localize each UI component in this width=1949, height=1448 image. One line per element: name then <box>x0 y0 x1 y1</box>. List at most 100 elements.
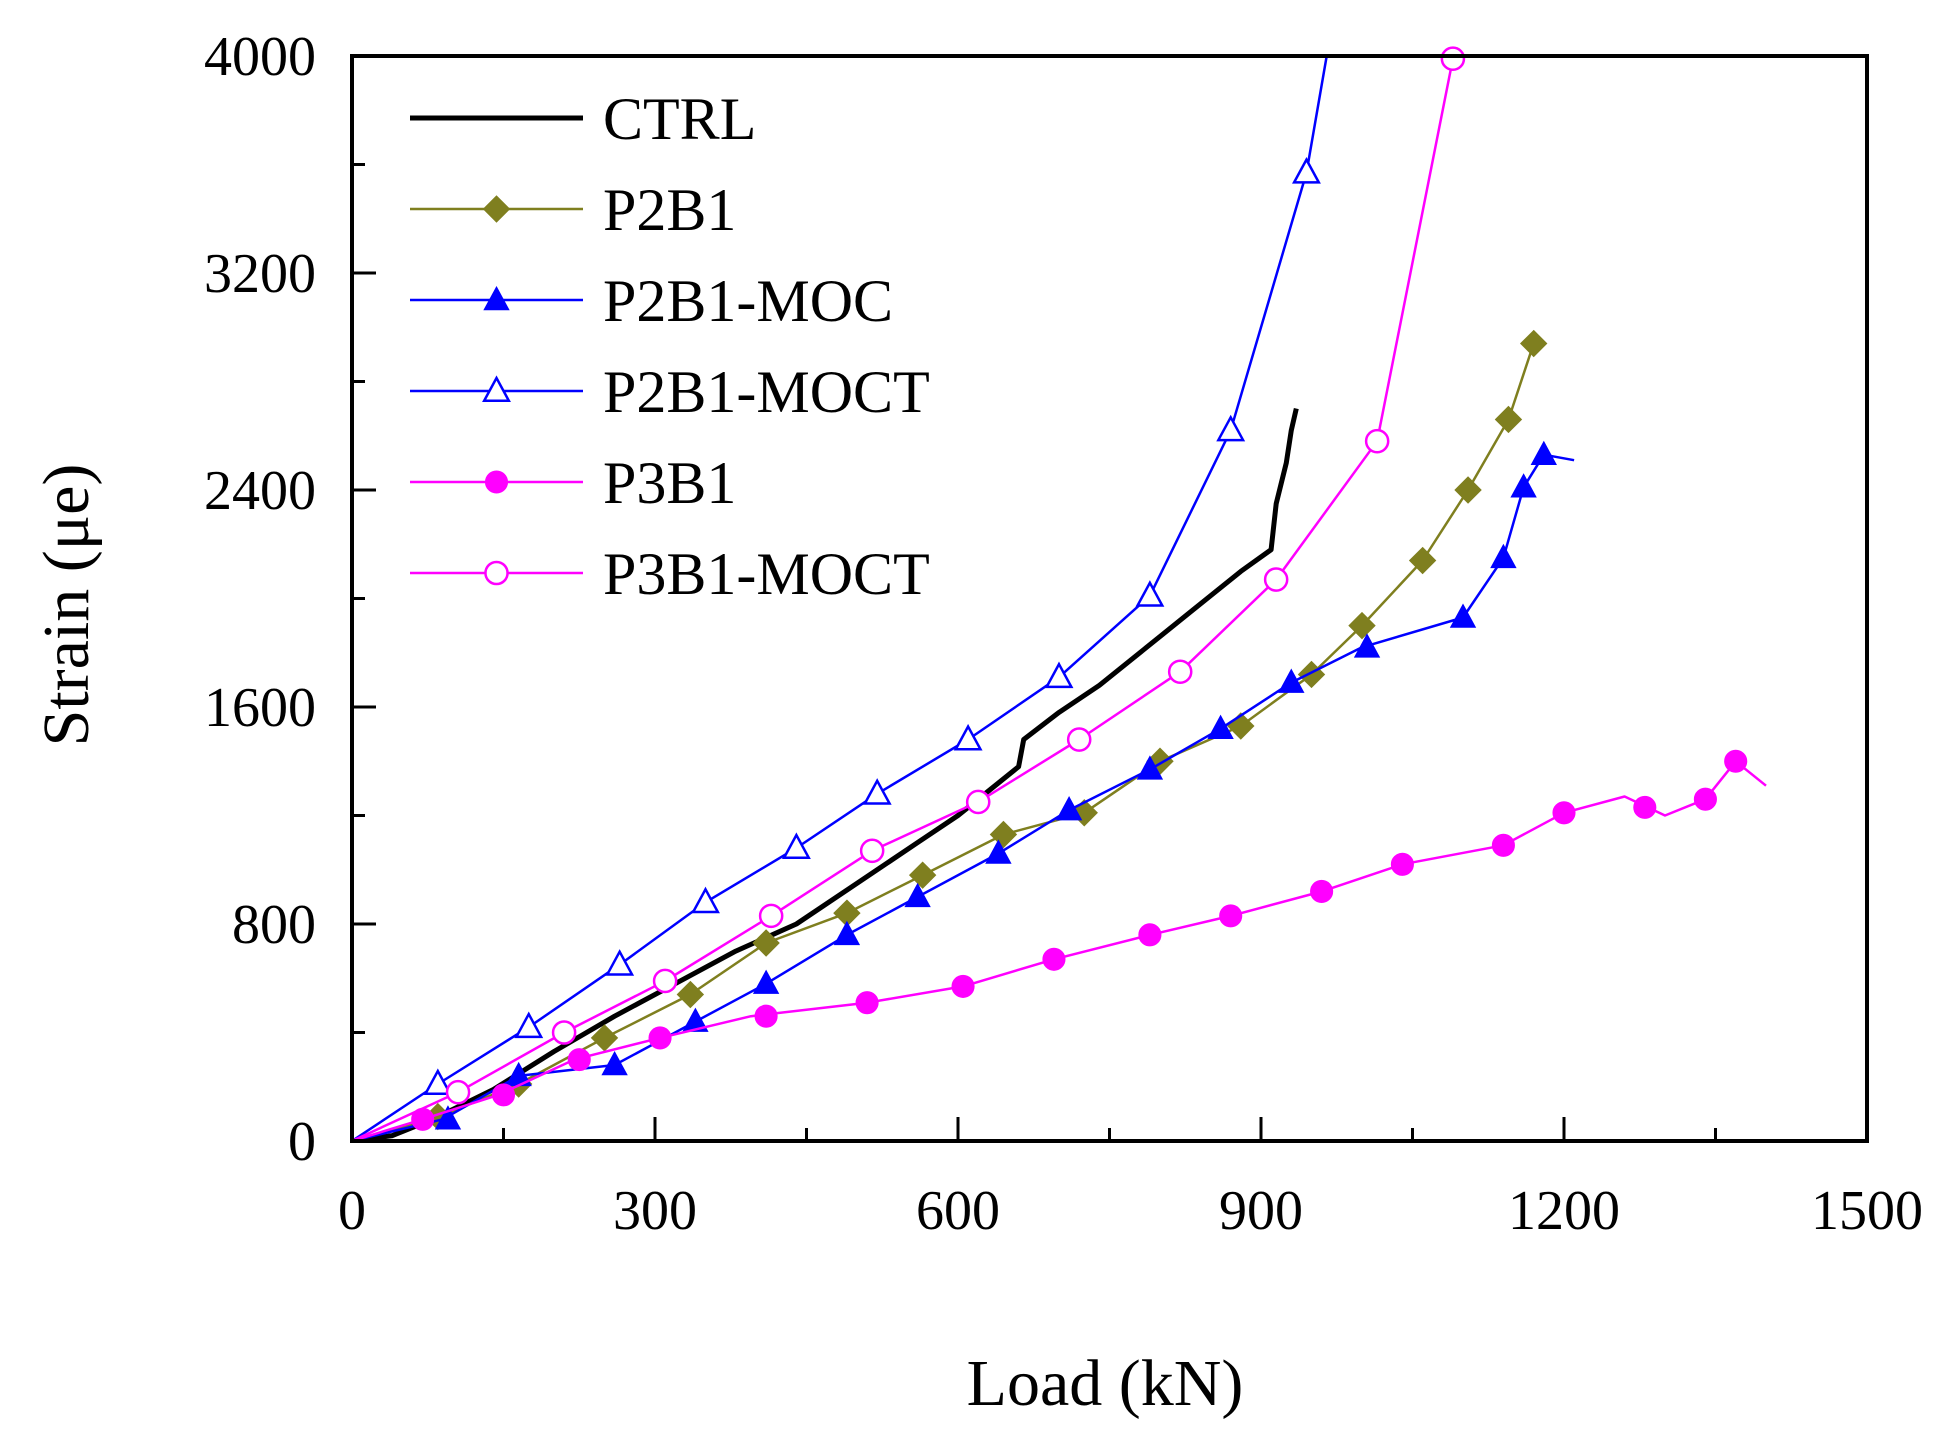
data-point-p2b1-14 <box>1454 476 1482 504</box>
data-point-p3b1-moct-1 <box>551 1020 577 1045</box>
data-point-p2b1-moc-9 <box>1136 755 1164 780</box>
data-point-p2b1-moct-1 <box>514 1011 544 1039</box>
legend-label: P2B1-MOC <box>603 268 893 334</box>
data-point-p3b1-6 <box>951 974 975 998</box>
y-tick-label: 0 <box>288 1111 316 1173</box>
legend-marker <box>483 285 510 311</box>
data-point-p2b1-moct-2 <box>605 949 635 976</box>
legend: CTRL P2B1 P2B1-MOC P2B1-MOCT P3B1 P3B1-MOCT <box>410 86 930 607</box>
data-point-p3b1-moct-8 <box>1263 567 1289 592</box>
data-point-p3b1-moct-9 <box>1364 428 1390 454</box>
legend-label: CTRL <box>603 86 756 152</box>
legend-entry-p2b1: P2B1 <box>410 177 736 243</box>
data-point-p3b1-3 <box>648 1026 672 1050</box>
series-p2b1-moc <box>352 440 1575 1141</box>
data-point-p2b1-moc-11 <box>1278 668 1305 693</box>
data-point-p2b1-moc-15 <box>1510 473 1537 498</box>
data-point-p2b1-moct-4 <box>781 832 811 860</box>
y-tick-label: 800 <box>232 894 316 956</box>
data-point-p2b1-4 <box>752 929 780 957</box>
data-point-p2b1-moc-14 <box>1490 543 1517 569</box>
legend-marker <box>482 195 511 223</box>
data-point-p3b1-16 <box>1724 749 1748 773</box>
data-point-p3b1-11 <box>1390 852 1414 876</box>
x-tick-label: 0 <box>338 1180 366 1242</box>
series-ctrl <box>352 408 1299 1141</box>
legend-marker <box>484 560 509 586</box>
data-point-p3b1-4 <box>754 1004 778 1028</box>
data-point-p2b1-moc-5 <box>833 920 861 946</box>
data-point-p2b1-moct-6 <box>953 723 983 751</box>
data-point-p2b1-15 <box>1494 405 1523 434</box>
data-point-p2b1-moc-10 <box>1207 714 1234 739</box>
legend-marker <box>484 470 509 494</box>
data-point-p2b1-moc-16 <box>1530 440 1557 465</box>
data-point-p3b1-moct-0 <box>445 1079 471 1105</box>
y-tick-label: 4000 <box>204 26 316 88</box>
series-line-p3b1-moct <box>352 58 1455 1141</box>
data-point-p3b1-10 <box>1310 879 1334 904</box>
data-point-p2b1-3 <box>676 980 705 1009</box>
data-point-p2b1-moct-10 <box>1291 157 1321 184</box>
data-point-p2b1-12 <box>1348 611 1376 640</box>
legend-label: P3B1 <box>603 450 736 516</box>
legend-entry-ctrl: CTRL <box>410 86 756 152</box>
data-point-p2b1-6 <box>908 861 937 889</box>
x-tick-label: 1500 <box>1811 1180 1923 1242</box>
data-point-p3b1-moct-5 <box>965 789 991 815</box>
legend-marker <box>482 375 511 402</box>
data-point-p3b1-moct-7 <box>1167 659 1193 685</box>
legend-label: P3B1-MOCT <box>603 541 930 607</box>
data-point-p3b1-1 <box>491 1083 516 1107</box>
data-point-p2b1-moct-8 <box>1135 580 1165 607</box>
data-point-p2b1-moct-3 <box>691 886 720 914</box>
legend-entry-p2b1-moc: P2B1-MOC <box>410 268 893 334</box>
data-point-p3b1-7 <box>1042 947 1066 971</box>
data-point-p2b1-moc-0 <box>434 1105 462 1130</box>
data-point-p2b1-16 <box>1519 329 1548 358</box>
data-point-p2b1-moc-12 <box>1353 633 1381 658</box>
data-point-p2b1-moct-5 <box>862 778 892 805</box>
axes-layer: 0 300 600 900 1200 1500 0 800 1600 2400 3200 4000 <box>204 26 1923 1242</box>
data-point-p2b1-moc-6 <box>904 882 931 908</box>
x-tick-label: 600 <box>916 1180 1000 1242</box>
data-point-p2b1-moct-7 <box>1044 661 1074 689</box>
data-point-p2b1-moc-7 <box>985 839 1012 864</box>
series-line-p2b1 <box>352 343 1535 1141</box>
data-point-p3b1-moct-4 <box>859 838 885 864</box>
data-point-p3b1-moct-2 <box>652 968 678 994</box>
legend-entry-p3b1: P3B1 <box>410 450 736 516</box>
data-point-p3b1-8 <box>1138 923 1162 947</box>
data-point-p3b1-5 <box>855 991 879 1015</box>
series-p3b1 <box>352 749 1767 1141</box>
data-point-p2b1-7 <box>989 820 1018 849</box>
data-point-p2b1-moc-13 <box>1449 603 1477 628</box>
data-point-p2b1-moct-0 <box>423 1068 453 1096</box>
data-point-p3b1-14 <box>1633 795 1657 819</box>
data-point-p2b1-moc-2 <box>601 1051 628 1076</box>
x-tick-label: 300 <box>613 1180 697 1242</box>
legend-entry-p3b1-moct: P3B1-MOCT <box>410 541 930 607</box>
series-p2b1-moct <box>352 55 1328 1141</box>
data-point-p2b1-moc-4 <box>752 969 780 994</box>
data-point-p3b1-moct-10 <box>1440 46 1466 72</box>
data-point-p3b1-moct-6 <box>1066 727 1092 752</box>
x-tick-label: 1200 <box>1508 1180 1620 1242</box>
legend-label: P2B1 <box>603 177 736 243</box>
data-point-p2b1-moc-8 <box>1055 796 1083 821</box>
y-tick-label: 3200 <box>204 243 316 305</box>
legend-entry-p2b1-moct: P2B1-MOCT <box>410 359 930 425</box>
series-line-ctrl <box>352 408 1299 1141</box>
x-axis-title: Load (kN) <box>967 1347 1244 1420</box>
y-axis-title: Strain (μe) <box>30 464 103 747</box>
x-tick-label: 900 <box>1219 1180 1303 1242</box>
data-point-p3b1-13 <box>1552 801 1576 825</box>
data-point-p3b1-moct-3 <box>758 903 784 929</box>
y-tick-label: 2400 <box>204 460 316 522</box>
y-tick-label: 1600 <box>204 677 316 739</box>
data-point-p3b1-9 <box>1219 904 1243 928</box>
legend-label: P2B1-MOCT <box>603 359 930 425</box>
data-point-p3b1-12 <box>1491 833 1515 857</box>
